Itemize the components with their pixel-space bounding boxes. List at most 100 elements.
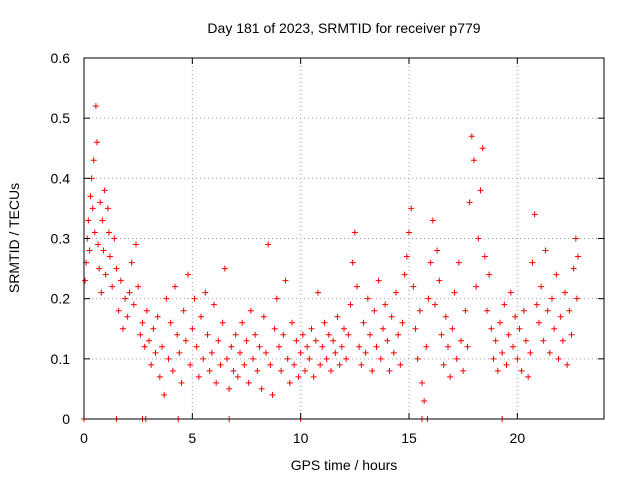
data-point bbox=[105, 229, 112, 236]
y-tick-label: 0.5 bbox=[51, 110, 71, 126]
data-point bbox=[494, 367, 501, 374]
data-point bbox=[256, 343, 263, 350]
data-point bbox=[148, 361, 155, 368]
data-point bbox=[213, 379, 220, 386]
data-point bbox=[484, 307, 490, 314]
data-point bbox=[466, 199, 473, 206]
data-point bbox=[278, 367, 285, 374]
data-point bbox=[440, 361, 447, 368]
data-point bbox=[341, 325, 347, 332]
data-point bbox=[211, 301, 217, 308]
data-point bbox=[180, 307, 187, 314]
data-point bbox=[373, 343, 380, 350]
data-point bbox=[479, 145, 486, 152]
y-axis-label: SRMTID / TECUs bbox=[6, 183, 22, 293]
data-point bbox=[312, 337, 319, 344]
data-point bbox=[572, 235, 579, 242]
axes-layer: 0 0.1 0.2 0.3 0.4 0.5 0.6 0 5 10 15 20 bbox=[51, 50, 604, 446]
data-point bbox=[219, 319, 226, 326]
data-point bbox=[527, 349, 534, 356]
data-point bbox=[401, 271, 408, 278]
data-point bbox=[334, 313, 341, 320]
data-point bbox=[382, 301, 389, 308]
data-point bbox=[347, 301, 354, 308]
data-point bbox=[215, 337, 222, 344]
data-point bbox=[449, 325, 456, 332]
data-point bbox=[122, 295, 129, 302]
data-point bbox=[152, 349, 159, 356]
data-point bbox=[113, 265, 120, 272]
data-point bbox=[297, 349, 304, 356]
data-point bbox=[109, 283, 116, 290]
data-point bbox=[304, 343, 311, 350]
data-point bbox=[243, 337, 250, 344]
data-point bbox=[505, 331, 512, 338]
data-point bbox=[269, 391, 276, 398]
data-point bbox=[332, 349, 339, 356]
data-point bbox=[442, 313, 449, 320]
data-point bbox=[299, 331, 306, 338]
data-point bbox=[271, 325, 278, 332]
data-point bbox=[295, 373, 302, 380]
x-tick-label: 15 bbox=[401, 430, 417, 446]
data-point bbox=[458, 337, 464, 344]
y-tick-label: 0.4 bbox=[51, 170, 71, 186]
data-point bbox=[566, 307, 573, 314]
data-point bbox=[354, 283, 360, 290]
data-point bbox=[82, 277, 89, 284]
data-point bbox=[371, 307, 378, 314]
data-point bbox=[308, 325, 315, 332]
data-point bbox=[570, 265, 577, 272]
data-point bbox=[87, 193, 94, 200]
data-point bbox=[182, 337, 189, 344]
data-point bbox=[90, 157, 97, 164]
data-point bbox=[529, 259, 536, 266]
chart-title: Day 181 of 2023, SRMTID for receiver p77… bbox=[207, 20, 480, 36]
data-point bbox=[432, 301, 438, 308]
data-point bbox=[533, 301, 540, 308]
data-point bbox=[217, 361, 224, 368]
data-point bbox=[101, 187, 108, 194]
data-point bbox=[193, 343, 200, 350]
data-point bbox=[375, 277, 382, 284]
data-point bbox=[336, 361, 343, 368]
data-point bbox=[549, 295, 555, 302]
data-point bbox=[198, 313, 204, 320]
data-point bbox=[187, 361, 194, 368]
data-point bbox=[115, 307, 122, 314]
data-point bbox=[531, 211, 538, 218]
data-point bbox=[102, 271, 109, 278]
data-point bbox=[191, 295, 198, 302]
data-point bbox=[97, 199, 104, 206]
data-point bbox=[226, 385, 233, 392]
data-point bbox=[146, 337, 152, 344]
data-point bbox=[564, 361, 571, 368]
data-point bbox=[551, 325, 558, 332]
data-point bbox=[330, 337, 337, 344]
data-point bbox=[345, 331, 352, 338]
data-point bbox=[477, 187, 484, 194]
data-point bbox=[518, 367, 525, 374]
data-point bbox=[471, 157, 477, 164]
data-point bbox=[237, 349, 243, 356]
data-point bbox=[258, 385, 265, 392]
data-point bbox=[546, 349, 553, 356]
data-point bbox=[575, 253, 581, 260]
data-point bbox=[154, 313, 161, 320]
data-point bbox=[445, 343, 451, 350]
data-point bbox=[520, 307, 527, 314]
data-point bbox=[135, 283, 142, 290]
data-point bbox=[367, 331, 373, 338]
data-point bbox=[120, 325, 126, 332]
x-tick-label: 20 bbox=[510, 430, 526, 446]
data-point bbox=[141, 343, 148, 350]
data-point bbox=[260, 313, 267, 320]
data-point bbox=[393, 289, 399, 296]
data-point bbox=[499, 349, 506, 356]
data-point bbox=[421, 397, 428, 404]
data-point bbox=[310, 373, 317, 380]
data-point bbox=[133, 241, 139, 248]
y-tick-label: 0.1 bbox=[51, 351, 71, 367]
data-point bbox=[100, 247, 107, 254]
data-point bbox=[362, 349, 369, 356]
